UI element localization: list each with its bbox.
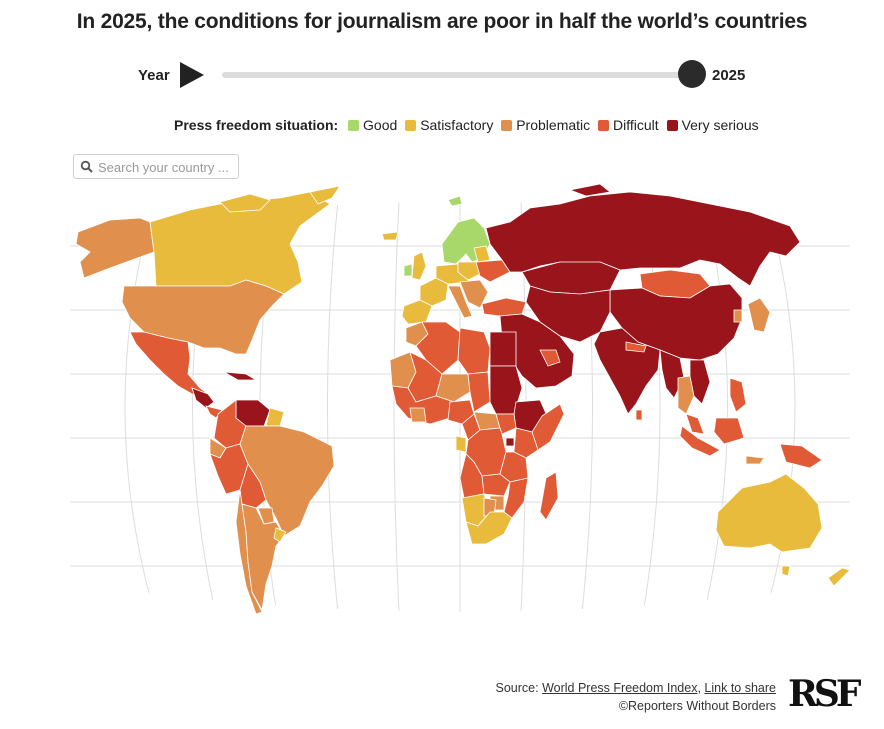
country-south-africa[interactable] — [465, 511, 513, 545]
legend-label: Difficult — [613, 117, 659, 133]
country-philippines[interactable] — [729, 377, 747, 413]
country-iberia[interactable] — [401, 299, 433, 325]
country-niger[interactable] — [435, 373, 471, 403]
year-timeline: Year 2025 — [0, 58, 884, 92]
country-thailand[interactable] — [677, 375, 695, 415]
country-turkey[interactable] — [481, 297, 527, 317]
play-button[interactable] — [180, 61, 206, 89]
legend-item-difficult: Difficult — [598, 117, 659, 133]
legend: Press freedom situation: Good Satisfacto… — [174, 117, 763, 135]
country-canada-islands[interactable] — [219, 193, 271, 213]
rsf-logo: RSF — [788, 673, 861, 715]
country-ukraine[interactable] — [475, 259, 511, 283]
country-south-korea[interactable] — [733, 309, 743, 323]
country-chad[interactable] — [467, 371, 491, 413]
country-russia-islands[interactable] — [568, 183, 611, 197]
country-italy[interactable] — [447, 285, 473, 319]
year-value: 2025 — [712, 67, 746, 84]
country-gulf[interactable] — [539, 349, 561, 367]
country-zambia[interactable] — [481, 473, 511, 497]
country-timor[interactable] — [745, 455, 765, 465]
country-australia[interactable] — [715, 473, 823, 553]
country-egypt[interactable] — [489, 331, 517, 367]
source-line: Source: World Press Freedom Index, Link … — [496, 679, 776, 697]
country-mexico[interactable] — [129, 331, 210, 395]
country-central-america[interactable] — [191, 387, 215, 409]
country-cuba[interactable] — [223, 371, 258, 381]
separator: , — [697, 681, 705, 695]
share-link[interactable]: Link to share — [704, 681, 776, 695]
legend-swatch — [666, 120, 678, 131]
legend-label: Good — [363, 117, 398, 133]
source-prefix: Source: — [495, 681, 543, 695]
legend-swatch — [501, 120, 513, 131]
country-poland[interactable] — [457, 261, 481, 281]
country-south-sudan[interactable] — [495, 413, 517, 435]
country-malaysia[interactable] — [685, 413, 705, 435]
country-gabon[interactable] — [455, 435, 467, 453]
country-vietnam[interactable] — [689, 359, 711, 405]
country-indonesia[interactable] — [679, 425, 721, 457]
year-slider-track[interactable] — [222, 72, 692, 78]
country-baltics[interactable] — [473, 245, 491, 263]
legend-swatch — [405, 120, 417, 131]
page-title: In 2025, the conditions for journalism a… — [76, 10, 808, 33]
legend-item-very-serious: Very serious — [666, 117, 759, 133]
country-madagascar[interactable] — [539, 471, 559, 521]
country-greenland-area[interactable] — [309, 185, 341, 205]
countries — [75, 183, 850, 615]
country-korea-japan[interactable] — [747, 297, 771, 333]
year-label: Year — [138, 67, 170, 84]
legend-item-good: Good — [348, 117, 397, 133]
country-kenya[interactable] — [513, 427, 539, 459]
world-map[interactable] — [70, 182, 850, 632]
legend-swatch — [598, 120, 610, 131]
legend-item-problematic: Problematic — [501, 117, 590, 133]
legend-label: Very serious — [681, 117, 759, 133]
search-input[interactable] — [96, 156, 238, 179]
country-argentina[interactable] — [241, 503, 285, 612]
country-uruguay[interactable] — [273, 527, 287, 543]
legend-label: Satisfactory — [420, 117, 494, 133]
country-ireland[interactable] — [403, 263, 413, 277]
country-rwanda[interactable] — [505, 437, 515, 447]
search-icon — [80, 160, 93, 173]
country-new-zealand[interactable] — [827, 567, 850, 587]
copyright: ©Reporters Without Borders — [618, 699, 776, 713]
country-search — [73, 154, 239, 179]
country-balkans[interactable] — [459, 279, 489, 309]
play-icon — [180, 62, 204, 88]
country-uk[interactable] — [411, 251, 427, 281]
country-iceland[interactable] — [381, 231, 399, 241]
legend-label: Problematic — [516, 117, 591, 133]
legend-title: Press freedom situation: — [174, 117, 339, 133]
year-slider-handle[interactable] — [678, 60, 706, 88]
source-link[interactable]: World Press Freedom Index — [542, 681, 698, 695]
country-new-guinea[interactable] — [779, 443, 823, 469]
legend-item-satisfactory: Satisfactory — [405, 117, 493, 133]
legend-swatch — [348, 120, 360, 131]
country-tasmania[interactable] — [781, 565, 791, 577]
footer: Source: World Press Freedom Index, Link … — [496, 679, 776, 715]
country-sri-lanka[interactable] — [635, 409, 643, 421]
country-alaska[interactable] — [75, 217, 155, 279]
country-svalbard[interactable] — [447, 195, 463, 207]
country-nepal[interactable] — [625, 341, 647, 353]
country-libya[interactable] — [457, 327, 491, 375]
country-borneo[interactable] — [713, 417, 745, 445]
country-ivory-coast[interactable] — [409, 407, 427, 423]
